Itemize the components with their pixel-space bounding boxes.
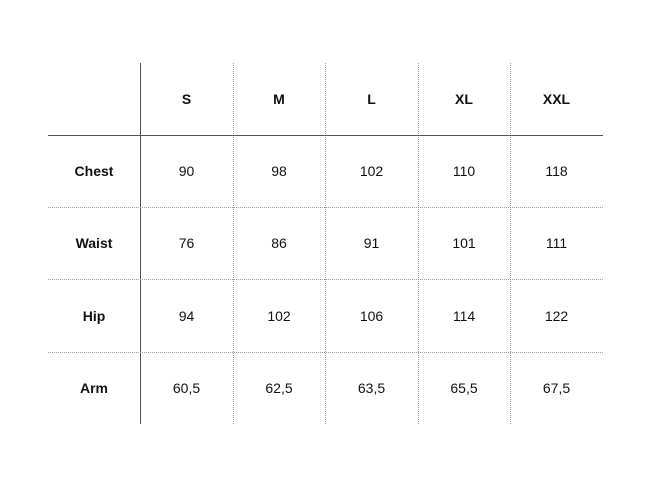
column-divider: [233, 63, 234, 424]
column-divider: [510, 63, 511, 424]
row-label-chest: Chest: [74, 163, 114, 179]
table-cell: 101: [452, 235, 476, 251]
table-cell: 76: [178, 235, 195, 251]
row-label-arm: Arm: [79, 380, 108, 396]
column-header-xl: XL: [455, 91, 473, 107]
table-cell: 110: [452, 163, 476, 179]
column-header-s: S: [181, 91, 192, 107]
table-cell: 102: [359, 163, 384, 179]
row-label-hip: Hip: [82, 307, 106, 324]
table-cell: 63,5: [357, 380, 386, 396]
size-chart-table: S M L XL XXL Chest 90 98 102 110 118 Wai…: [48, 63, 603, 424]
table-cell: 122: [544, 307, 569, 324]
table-cell: 98: [271, 163, 287, 179]
row-divider: [48, 207, 603, 208]
table-cell: 91: [363, 235, 380, 251]
row-divider: [48, 279, 603, 280]
column-divider: [418, 63, 419, 424]
column-header-l: L: [367, 91, 376, 107]
row-divider: [48, 352, 603, 353]
header-divider: [48, 135, 603, 136]
table-cell: 90: [178, 163, 195, 179]
column-divider: [325, 63, 326, 424]
row-header-divider: [140, 63, 141, 424]
table-cell: 62,5: [265, 380, 293, 396]
table-cell: 102: [267, 307, 291, 324]
table-cell: 118: [545, 163, 568, 179]
table-cell: 94: [178, 307, 195, 324]
column-header-m: M: [273, 91, 285, 107]
table-cell: 60,5: [172, 380, 201, 396]
table-cell: 65,5: [450, 380, 478, 396]
table-cell: 111: [545, 235, 568, 251]
row-label-waist: Waist: [75, 235, 113, 251]
table-cell: 114: [452, 307, 476, 324]
table-cell: 86: [271, 235, 287, 251]
table-cell: 67,5: [542, 380, 571, 396]
table-cell: 106: [359, 307, 384, 324]
column-header-xxl: XXL: [542, 91, 571, 107]
